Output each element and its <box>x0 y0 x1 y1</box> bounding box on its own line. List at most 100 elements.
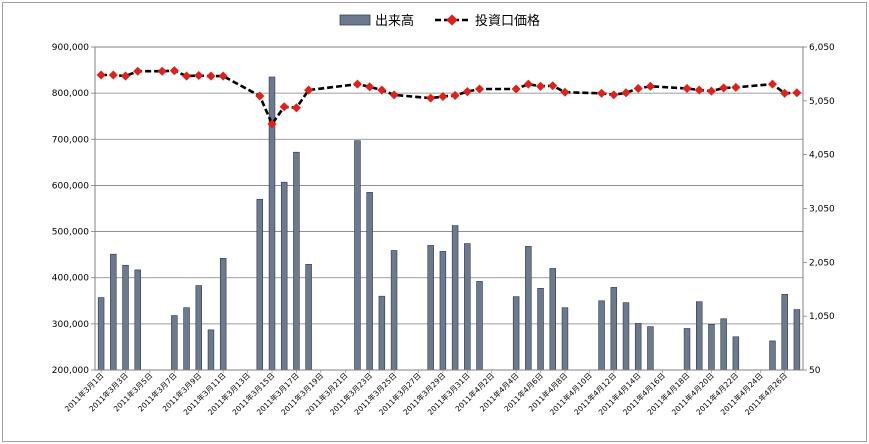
volume-bar <box>293 151 300 371</box>
volume-bar <box>280 181 288 371</box>
volume-bar <box>97 297 105 371</box>
volume-bar <box>366 192 373 371</box>
volume-bar <box>464 243 471 371</box>
price-point <box>389 90 399 100</box>
price-point <box>291 103 301 113</box>
price-point <box>523 79 533 89</box>
volume-bar <box>525 246 532 371</box>
volume-bar <box>354 140 361 371</box>
x-tick-label: 2011年4月20日 <box>669 370 716 417</box>
price-line <box>96 66 802 129</box>
right-y-tick-label: 3,050 <box>809 205 835 215</box>
price-series-line <box>101 69 797 127</box>
volume-bar <box>427 245 434 371</box>
price-point <box>621 88 631 98</box>
price-point <box>511 84 521 94</box>
price-point <box>267 119 277 129</box>
price-point <box>169 66 179 76</box>
price-point <box>182 71 192 81</box>
volume-bar <box>732 336 740 371</box>
legend-bar-label: 出来高 <box>375 13 414 29</box>
volume-bar <box>720 318 727 371</box>
price-point <box>560 87 570 97</box>
volume-bar <box>537 288 544 371</box>
volume-bar <box>561 307 569 371</box>
volume-bar <box>110 253 117 371</box>
left-y-tick-label: 500,000 <box>52 228 89 238</box>
price-point <box>645 81 655 91</box>
volume-bar <box>769 340 776 371</box>
volume-bar <box>195 285 202 371</box>
gridlines <box>95 46 803 371</box>
price-point <box>548 81 558 91</box>
volume-bar <box>207 329 215 371</box>
x-tick-label: 2011年3月11日 <box>181 370 228 417</box>
volume-bar <box>512 296 520 371</box>
x-tick-label: 2011年3月31日 <box>425 370 472 417</box>
left-y-tick-label: 300,000 <box>52 320 89 330</box>
x-tick-label: 2011年4月12日 <box>572 370 619 417</box>
x-tick-label: 2011年3月13日 <box>205 370 252 417</box>
legend-line-label: 投資口価格 <box>475 13 540 29</box>
x-tick-label: 2011年3月21日 <box>303 370 350 417</box>
volume-bars <box>97 76 801 371</box>
left-y-tick-label: 200,000 <box>52 366 89 376</box>
legend: 出来高 投資口価格 <box>339 13 540 29</box>
volume-bar <box>793 309 801 371</box>
volume-bar <box>134 269 141 371</box>
right-y-tick-label: 2,050 <box>809 258 835 268</box>
right-y-tick-label: 4,050 <box>809 151 835 161</box>
price-point <box>731 82 741 92</box>
right-y-tick-label: 5,050 <box>809 97 835 107</box>
x-tick-label: 2011年4月18日 <box>645 370 692 417</box>
price-point <box>474 84 485 94</box>
x-axis-ticks: 2011年3月1日2011年3月3日2011年3月5日2011年3月7日2011… <box>62 370 789 417</box>
price-point <box>719 83 729 93</box>
price-point <box>426 93 436 103</box>
x-tick-label: 2011年3月23日 <box>327 370 374 417</box>
price-point <box>450 90 460 100</box>
x-tick-label: 2011年3月25日 <box>352 370 399 417</box>
right-y-tick-label: 50 <box>809 366 821 376</box>
volume-bar <box>622 302 630 371</box>
volume-bar <box>647 326 654 371</box>
volume-bar <box>451 225 459 371</box>
x-tick-label: 2011年4月22日 <box>694 370 741 417</box>
price-point <box>206 71 216 81</box>
price-point <box>120 71 131 81</box>
right-y-tick-label: 1,050 <box>809 312 835 322</box>
price-point <box>157 66 167 76</box>
x-tick-label: 2011年4月24日 <box>718 370 765 417</box>
left-y-tick-label: 900,000 <box>52 43 89 53</box>
volume-bar <box>256 198 264 371</box>
left-y-tick-label: 700,000 <box>52 135 89 145</box>
price-point <box>194 71 204 81</box>
volume-bar <box>171 315 178 371</box>
volume-bar <box>708 324 715 371</box>
price-point <box>365 82 375 92</box>
volume-bar <box>549 268 556 371</box>
left-y-tick-label: 800,000 <box>52 89 89 99</box>
left-y-tick-label: 400,000 <box>52 274 89 284</box>
price-point <box>780 88 790 98</box>
price-point <box>279 102 289 112</box>
volume-bar <box>305 264 312 371</box>
volume-bar <box>476 281 483 371</box>
volume-bar <box>390 250 398 371</box>
price-point <box>352 79 362 89</box>
legend-line-marker <box>446 14 458 26</box>
price-point <box>96 70 106 80</box>
volume-bar <box>683 328 691 371</box>
x-tick-label: 2011年4月10日 <box>547 370 594 417</box>
legend-bar-swatch <box>339 14 371 26</box>
x-tick-label: 2011年3月29日 <box>401 370 448 417</box>
volume-bar <box>219 258 227 371</box>
price-point <box>133 66 143 76</box>
price-point <box>255 91 265 101</box>
x-tick-label: 2011年3月15日 <box>230 370 277 417</box>
x-tick-label: 2011年4月26日 <box>743 370 790 417</box>
price-point <box>377 85 387 95</box>
x-tick-label: 2011年3月17日 <box>254 370 301 417</box>
volume-bar <box>781 294 788 371</box>
